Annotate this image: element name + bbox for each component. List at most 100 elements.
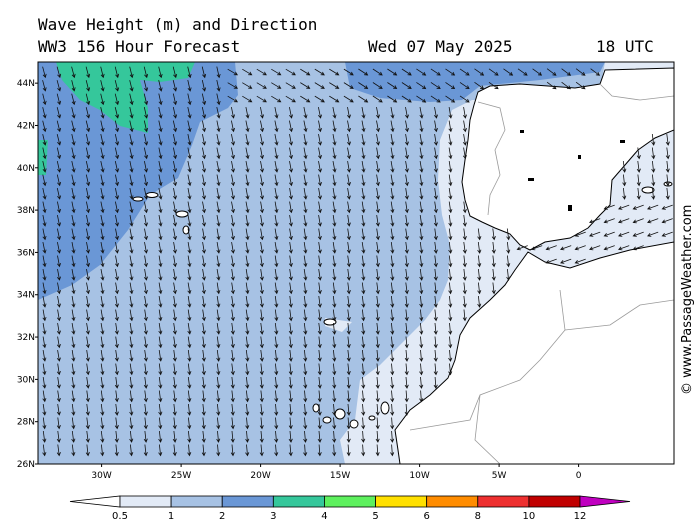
wave-arrow [665,174,670,187]
wave-arrow [303,390,308,403]
wave-arrow [114,120,120,133]
wave-arrow [230,201,235,214]
wave-arrow [144,161,148,173]
wave-arrow [375,107,380,119]
wave-arrow [172,269,177,281]
wave-arrow [143,242,148,254]
wave-arrow [404,403,409,416]
wave-arrow [201,242,206,254]
wave-arrow [85,430,90,443]
wave-arrow [201,282,206,295]
wave-arrow [390,215,395,227]
wave-arrow [419,282,424,295]
wave-arrow [375,161,380,173]
wave-arrow [516,245,528,251]
wave-arrow [433,241,438,254]
wave-arrow [71,201,76,214]
colorbar-over-triangle [579,495,631,508]
wave-arrow [85,255,90,268]
wave-arrow [477,282,482,295]
wave-arrow [85,363,90,376]
wave-arrow [86,188,90,200]
wave-arrow [114,296,119,308]
wave-arrow [665,147,670,160]
wave-arrow [143,120,149,133]
wave-arrow [372,82,383,89]
wave-arrow [375,255,380,268]
wave-arrow [201,309,206,322]
wave-arrow [404,376,409,389]
wave-arrow [491,228,496,241]
wave-arrow [187,417,192,430]
wave-arrow [459,95,470,103]
wave-arrow [187,363,192,376]
wave-arrow [158,323,163,335]
wave-arrow [114,323,119,335]
wave-arrow [404,363,409,376]
wave-arrow [201,188,206,200]
wave-arrow [419,295,424,308]
wave-arrow [346,282,351,295]
wave-arrow [187,255,192,268]
wave-arrow [42,80,47,92]
wave-arrow [274,255,279,268]
wave-arrow [303,188,308,200]
wave-arrow [404,390,409,403]
lat-tick-label: 28N [17,418,35,428]
wave-arrow [187,201,192,214]
wave-arrow [143,282,148,295]
wave-arrow [462,107,467,119]
wave-arrow [85,201,90,214]
wave-arrow [433,255,438,268]
wave-arrow [187,228,192,241]
wave-arrow [274,309,279,322]
wave-arrow [259,309,264,322]
wave-arrow [201,296,206,308]
wave-arrow [216,161,221,173]
wave-arrow [433,363,438,376]
wave-arrow [56,107,62,119]
wave-arrow [288,295,293,308]
wave-arrow [332,376,337,389]
wave-arrow [259,282,264,295]
wave-arrow [143,215,148,227]
wave-arrow [317,309,322,322]
wave-arrow [361,147,366,160]
wave-arrow [158,430,163,443]
wave-arrow [575,81,586,90]
wave-arrow [474,68,485,76]
wave-arrow [300,68,311,76]
wave-arrow [259,242,264,254]
wave-arrow [506,241,511,254]
wave-arrow [332,444,337,457]
wave-arrow [114,309,119,322]
wave-arrow [114,201,119,214]
wave-arrow [42,336,47,349]
wave-arrow [230,242,235,254]
wave-arrow [71,336,76,349]
wave-arrow [274,174,279,187]
africa-landmass [394,241,674,464]
wave-arrow [288,390,293,403]
wave-arrow [462,295,467,308]
wave-arrow [317,444,322,457]
wave-arrow [216,80,221,92]
wave-arrow [230,349,235,362]
wave-arrow [129,417,134,430]
wave-arrow [143,201,148,214]
wave-arrow [632,231,644,237]
wave-arrow [561,81,572,90]
colorbar-label: 1 [168,511,174,522]
wave-arrow [375,403,380,416]
wave-arrow [245,349,250,362]
wave-arrow [172,66,178,79]
wave-arrow [448,120,453,133]
wave-arrow [274,363,279,376]
wave-arrow [259,390,264,403]
wave-arrow [187,107,192,119]
wave-arrow [390,363,395,376]
wave-arrow [361,322,366,335]
wave-arrow [42,147,47,160]
wave-arrow [230,134,235,146]
wave-arrow [419,134,424,146]
